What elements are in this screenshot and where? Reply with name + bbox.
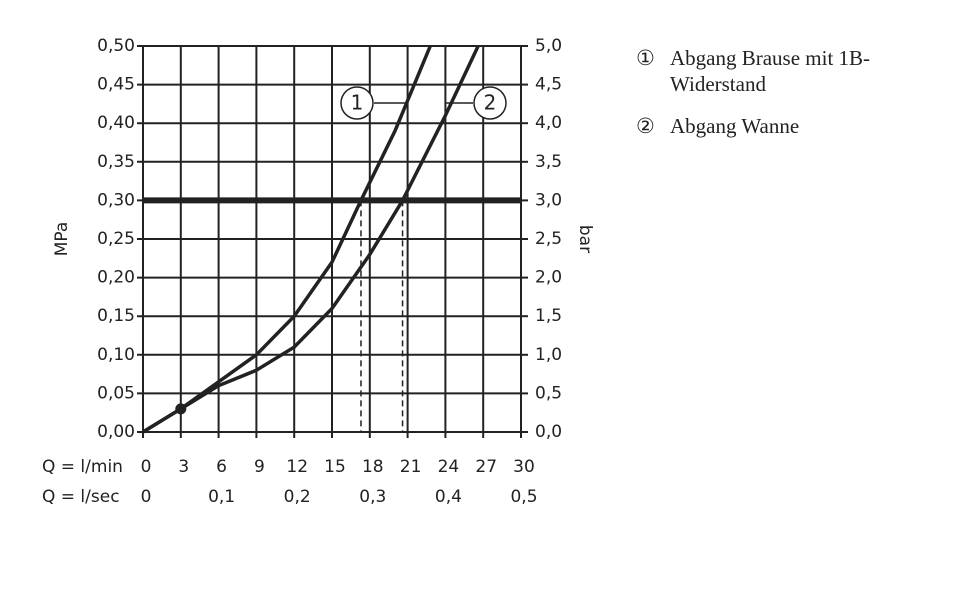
x2-tick-label: 0,1	[208, 487, 235, 507]
x-tick-label: 12	[286, 457, 308, 477]
x2-axis-label: Q = l/sec	[42, 487, 120, 507]
y2-tick-label: 3,5	[535, 152, 562, 172]
x-axis-label: Q = l/min	[42, 457, 123, 477]
y-tick-label: 0,05	[97, 383, 135, 403]
curve-label: 1	[351, 91, 364, 115]
y-tick-label: 0,45	[97, 75, 135, 95]
y2-tick-label: 5,0	[535, 36, 562, 56]
y-tick-label: 0,50	[97, 36, 135, 56]
x-tick-label: 9	[254, 457, 265, 477]
x-tick-label: 24	[438, 457, 460, 477]
x2-tick-label: 0	[141, 487, 152, 507]
x-tick-label: 21	[400, 457, 422, 477]
x-tick-label: 0	[141, 457, 152, 477]
y-tick-label: 0,40	[97, 113, 135, 133]
x-tick-label: 18	[362, 457, 384, 477]
x-tick-label: 30	[513, 457, 535, 477]
x-tick-label: 3	[178, 457, 189, 477]
y2-tick-label: 1,0	[535, 345, 562, 365]
y-axis-label: MPa	[52, 222, 72, 257]
legend-marker: ①	[636, 46, 655, 70]
y2-tick-label: 0,0	[535, 422, 562, 442]
y-tick-label: 0,30	[97, 190, 135, 210]
y2-tick-label: 1,5	[535, 306, 562, 326]
y2-tick-label: 0,5	[535, 383, 562, 403]
highlight-point	[175, 403, 187, 415]
x-tick-label: 27	[475, 457, 497, 477]
x-tick-label: 6	[216, 457, 227, 477]
legend-label: Abgang Brause mit 1B-Widerstand	[670, 46, 871, 96]
y-tick-label: 0,35	[97, 152, 135, 172]
y2-axis-label: bar	[575, 225, 595, 253]
x-tick-label: 15	[324, 457, 346, 477]
label-circle	[473, 86, 507, 120]
x2-tick-label: 0,5	[510, 487, 537, 507]
series-line	[142, 45, 480, 434]
label-circle	[340, 86, 374, 120]
legend-item: ② Abgang Wanne	[636, 113, 936, 139]
y2-tick-label: 2,0	[535, 268, 562, 288]
legend-item: ① Abgang Brause mit 1B-Widerstand	[636, 45, 936, 97]
legend-label: Abgang Wanne	[670, 114, 800, 138]
legend-marker: ②	[636, 114, 655, 138]
x2-tick-label: 0,2	[284, 487, 311, 507]
y2-tick-label: 2,5	[535, 229, 562, 249]
y2-tick-label: 4,0	[535, 113, 562, 133]
y-tick-label: 0,15	[97, 306, 135, 326]
y-tick-label: 0,25	[97, 229, 135, 249]
y-tick-label: 0,20	[97, 268, 135, 288]
curve-label: 2	[484, 91, 497, 115]
y-tick-label: 0,00	[97, 422, 135, 442]
y2-tick-label: 3,0	[535, 190, 562, 210]
y-tick-label: 0,10	[97, 345, 135, 365]
y2-tick-label: 4,5	[535, 75, 562, 95]
x2-tick-label: 0,3	[359, 487, 386, 507]
x2-tick-label: 0,4	[435, 487, 462, 507]
